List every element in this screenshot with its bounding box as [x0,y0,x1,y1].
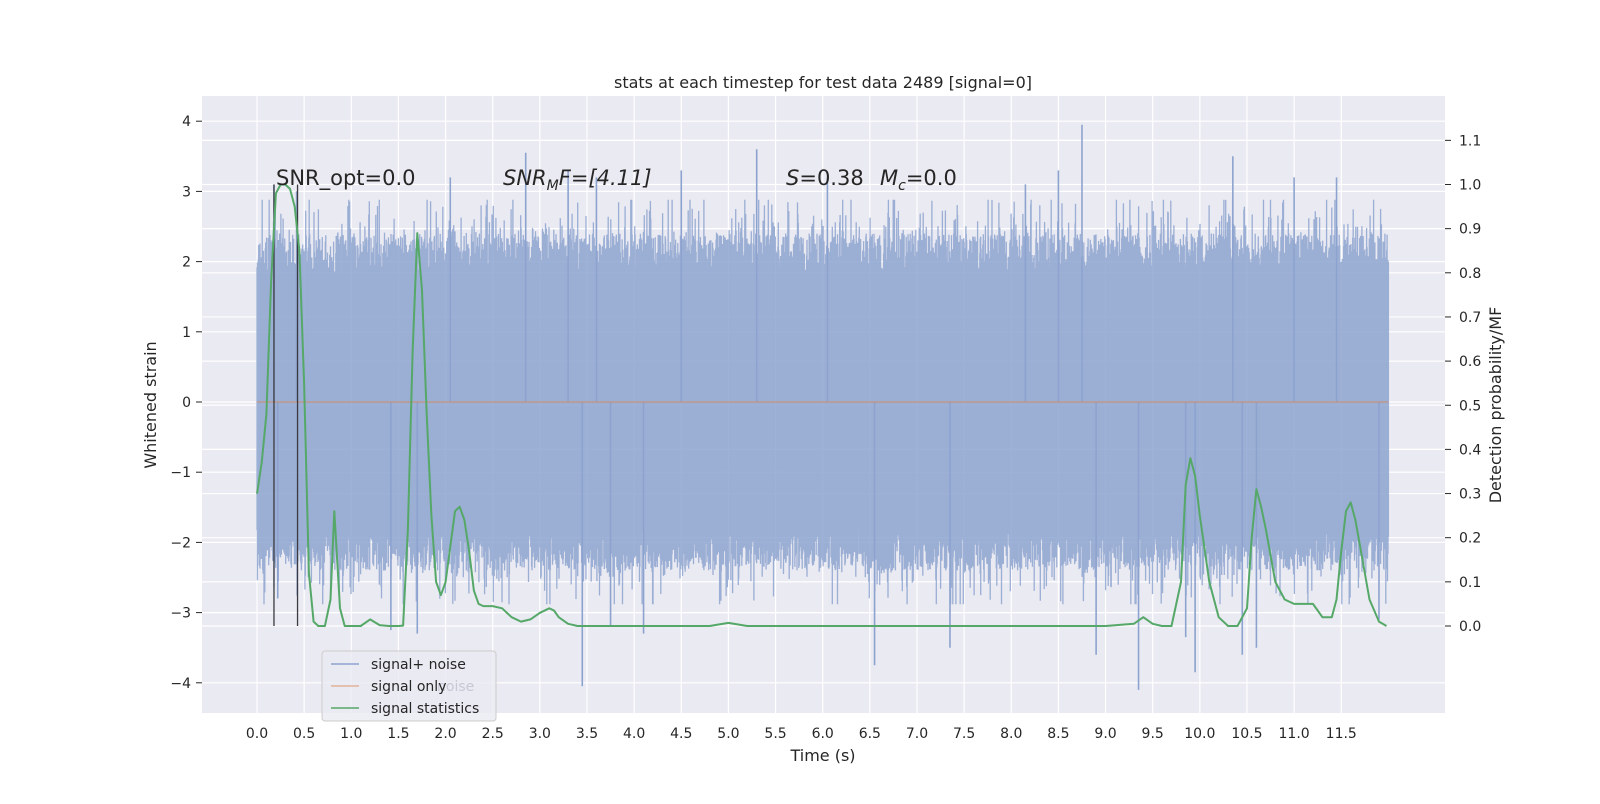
y-tick-label: −3 [170,606,191,622]
y2-tick-label: 0.5 [1459,398,1481,414]
x-tick-label: 11.5 [1326,726,1357,742]
x-tick-label: 0.5 [293,726,315,742]
y2-axis-label: Detection probability/MF [1486,307,1505,504]
y2-tick-label: 0.9 [1459,222,1481,238]
x-tick-label: 1.5 [387,726,409,742]
y-tick-label: 3 [182,184,191,200]
legend: noise signal+ noise signal only signal s… [321,650,497,722]
x-tick-label: 3.0 [529,726,551,742]
x-tick-label: 5.0 [717,726,739,742]
x-tick-label: 5.5 [764,726,786,742]
y-tick-label: −4 [170,676,191,692]
series-signal-noise [256,124,1390,690]
y2-tick-label: 1.1 [1459,133,1481,149]
annotation-snr-mf-value: F=[4.11] [559,166,652,190]
annotation-mc-value: =0.0 [906,166,957,190]
x-axis-label: Time (s) [789,746,855,765]
y2-tick-label: 0.4 [1459,442,1481,458]
annotation-mc-symbol: M [880,166,898,190]
legend-label-signal-only: signal only [371,679,446,695]
x-tick-label: 8.5 [1047,726,1069,742]
x-tick-label: 3.5 [576,726,598,742]
y-tick-label: −2 [170,535,191,551]
x-tick-label: 11.0 [1279,726,1310,742]
y-tick-label: −1 [170,465,191,481]
x-tick-label: 9.0 [1094,726,1116,742]
x-tick-label: 9.5 [1142,726,1164,742]
annotation-snr-mf-symbol: SNR [503,166,547,190]
legend-box [321,650,497,722]
signal-noise-trace [256,199,1390,605]
y-tick-label: 4 [182,114,191,130]
x-tick-label: 6.0 [812,726,834,742]
y2-tick-label: 0.7 [1459,310,1481,326]
chart-title: stats at each timestep for test data 248… [614,73,1032,92]
y2-tick-label: 0.8 [1459,266,1481,282]
x-tick-label: 4.0 [623,726,645,742]
y2-tick-label: 0.3 [1459,487,1481,503]
y-axis-label: Whitened strain [141,341,160,468]
annotation-s-value: =0.38 [799,166,863,190]
x-tick-label: 2.5 [482,726,504,742]
y2-tick-label: 0.2 [1459,531,1481,547]
vertical-markers [273,184,299,626]
annotation-snr-mf-subscript: M [547,178,559,194]
annotation-snr-mf: SNRMF=[4.11] [503,166,652,194]
annotation-s: S=0.38 [786,166,864,190]
x-tick-label: 4.5 [670,726,692,742]
legend-ghost-text: noise [437,679,474,695]
legend-label-signal-noise: signal+ noise [371,657,466,673]
x-tick-label: 6.5 [859,726,881,742]
x-tick-label: 10.0 [1184,726,1215,742]
x-tick-label: 10.5 [1231,726,1262,742]
y2-tick-label: 0.1 [1459,575,1481,591]
x-tick-label: 8.0 [1000,726,1022,742]
annotation-mc-subscript: c [898,178,906,194]
x-tick-label: 0.0 [246,726,268,742]
legend-label-signal-statistics: signal statistics [371,701,479,717]
y-tick-label: 0 [182,395,191,411]
annotation-s-symbol: S [786,166,799,190]
annotation-mc: Mc=0.0 [880,166,957,194]
y-tick-label: 2 [182,255,191,271]
x-tick-label: 7.5 [953,726,975,742]
series-signal-statistics [256,183,1388,627]
y2-tick-label: 0.0 [1459,619,1481,635]
x-tick-label: 7.0 [906,726,928,742]
y-tick-label: 1 [182,325,191,341]
x-tick-label: 2.0 [434,726,456,742]
signal-statistics-line [256,183,1388,627]
axis-ticks: 0.0 0.5 1.0 1.5 2.0 2.5 3.0 3.5 4.0 4.5 5.0 5.5 6.0 6… [170,114,1481,742]
y2-tick-label: 1.0 [1459,178,1481,194]
annotation-snr-opt: SNR_opt=0.0 [276,166,416,191]
x-tick-label: 1.0 [340,726,362,742]
y2-tick-label: 0.6 [1459,354,1481,370]
